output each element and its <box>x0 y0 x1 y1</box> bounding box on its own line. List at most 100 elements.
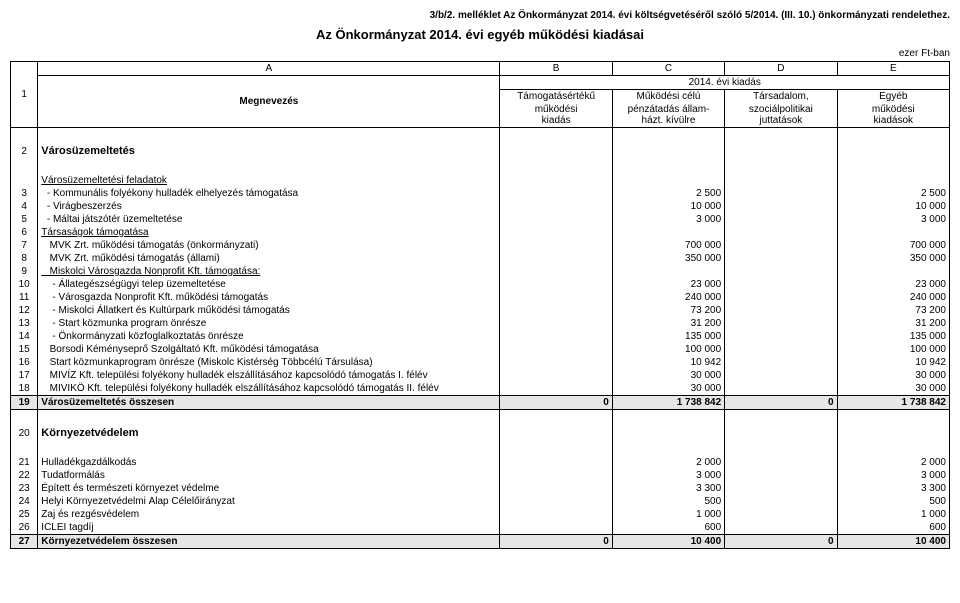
col-a: A <box>38 62 500 76</box>
document-title: Az Önkormányzat 2014. évi egyéb működési… <box>10 27 950 42</box>
cell-d <box>725 469 837 482</box>
col-e-23: működésikiadások <box>837 103 949 128</box>
cell-c: 23 000 <box>612 278 724 291</box>
total-c: 10 400 <box>612 535 724 549</box>
row-name: Tudatformálás <box>38 469 500 482</box>
row-name: Miskolci Városgazda Nonprofit Kft. támog… <box>38 265 500 278</box>
section-title: Városüzemeltetés <box>38 144 500 158</box>
cell-c: 350 000 <box>612 252 724 265</box>
cell-c: 73 200 <box>612 304 724 317</box>
table-row: 24Helyi Környezetvédelmi Alap Célelőirán… <box>11 495 950 508</box>
table-row: 12 - Miskolci Állatkert és Kultúrpark mű… <box>11 304 950 317</box>
cell-b <box>500 213 612 226</box>
cell-b <box>500 382 612 396</box>
cell-b <box>500 456 612 469</box>
col-e-1: Egyéb <box>837 90 949 104</box>
cell-b <box>500 343 612 356</box>
total-b: 0 <box>500 396 612 410</box>
table-row: 20Környezetvédelem <box>11 426 950 440</box>
cell-e: 3 000 <box>837 213 949 226</box>
cell-e: 3 300 <box>837 482 949 495</box>
cell-e: 30 000 <box>837 369 949 382</box>
cell-b <box>500 330 612 343</box>
cell-c: 3 000 <box>612 213 724 226</box>
row-name: Hulladékgazdálkodás <box>38 456 500 469</box>
cell-c: 31 200 <box>612 317 724 330</box>
cell-e: 1 000 <box>837 508 949 521</box>
cell-d <box>725 278 837 291</box>
cell-b <box>500 369 612 382</box>
cell-b <box>500 495 612 508</box>
table-row: 2Városüzemeltetés <box>11 144 950 158</box>
cell-d <box>725 252 837 265</box>
cell-b <box>500 304 612 317</box>
cell-b <box>500 200 612 213</box>
cell-b <box>500 317 612 330</box>
total-b: 0 <box>500 535 612 549</box>
cell-e: 23 000 <box>837 278 949 291</box>
cell-b <box>500 508 612 521</box>
cell-b <box>500 469 612 482</box>
cell-b <box>500 226 612 239</box>
table-row <box>11 128 950 145</box>
col-b-1: Támogatásértékű <box>500 90 612 104</box>
cell-b <box>500 187 612 200</box>
cell-c: 1 000 <box>612 508 724 521</box>
name-header: Megnevezés <box>38 76 500 128</box>
table-row: 19Városüzemeltetés összesen01 738 84201 … <box>11 396 950 410</box>
row-name: - Önkormányzati közfoglalkoztatás önrész… <box>38 330 500 343</box>
table-row: 21Hulladékgazdálkodás2 0002 000 <box>11 456 950 469</box>
cell-b <box>500 278 612 291</box>
table-row: Városüzemeltetési feladatok <box>11 174 950 187</box>
row-name: - Máltai játszótér üzemeltetése <box>38 213 500 226</box>
cell-b <box>500 356 612 369</box>
total-c: 1 738 842 <box>612 396 724 410</box>
cell-b <box>500 482 612 495</box>
table-row: 8 MVK Zrt. működési támogatás (állami)35… <box>11 252 950 265</box>
cell-e: 2 000 <box>837 456 949 469</box>
row-name: Start közmunkaprogram önrésze (Miskolc K… <box>38 356 500 369</box>
cell-d <box>725 482 837 495</box>
table-row: 22Tudatformálás3 0003 000 <box>11 469 950 482</box>
cell-d <box>725 226 837 239</box>
col-d: D <box>725 62 837 76</box>
table-row: 9 Miskolci Városgazda Nonprofit Kft. tám… <box>11 265 950 278</box>
cell-c: 500 <box>612 495 724 508</box>
table-row: 3 - Kommunális folyékony hulladék elhely… <box>11 187 950 200</box>
row-name: MVK Zrt. működési támogatás (állami) <box>38 252 500 265</box>
cell-d <box>725 317 837 330</box>
table-row <box>11 440 950 456</box>
cell-e: 135 000 <box>837 330 949 343</box>
cell-d <box>725 330 837 343</box>
table-row: 27Környezetvédelem összesen010 400010 40… <box>11 535 950 549</box>
cell-d <box>725 495 837 508</box>
cell-b <box>500 521 612 535</box>
table-row: 16 Start közmunkaprogram önrésze (Miskol… <box>11 356 950 369</box>
table-row: 5 - Máltai játszótér üzemeltetése3 0003 … <box>11 213 950 226</box>
row-name: ICLEI tagdíj <box>38 521 500 535</box>
cell-d <box>725 187 837 200</box>
cell-e: 500 <box>837 495 949 508</box>
cell-b <box>500 291 612 304</box>
cell-d <box>725 508 837 521</box>
year-header: 2014. évi kiadás <box>500 76 950 90</box>
row-1: 1 <box>11 62 38 128</box>
total-name: Városüzemeltetés összesen <box>38 396 500 410</box>
table-row: 26ICLEI tagdíj600600 <box>11 521 950 535</box>
col-d-1: Társadalom, <box>725 90 837 104</box>
table-row <box>11 410 950 427</box>
col-b: B <box>500 62 612 76</box>
cell-c: 3 000 <box>612 469 724 482</box>
row-name: Borsodi Kéményseprő Szolgáltató Kft. műk… <box>38 343 500 356</box>
cell-e: 30 000 <box>837 382 949 396</box>
cell-c: 3 300 <box>612 482 724 495</box>
cell-e: 700 000 <box>837 239 949 252</box>
cell-c: 700 000 <box>612 239 724 252</box>
cell-d <box>725 239 837 252</box>
cell-e <box>837 265 949 278</box>
cell-d <box>725 265 837 278</box>
cell-c: 100 000 <box>612 343 724 356</box>
table-row: 7 MVK Zrt. működési támogatás (önkormány… <box>11 239 950 252</box>
table-row <box>11 158 950 174</box>
cell-c: 135 000 <box>612 330 724 343</box>
